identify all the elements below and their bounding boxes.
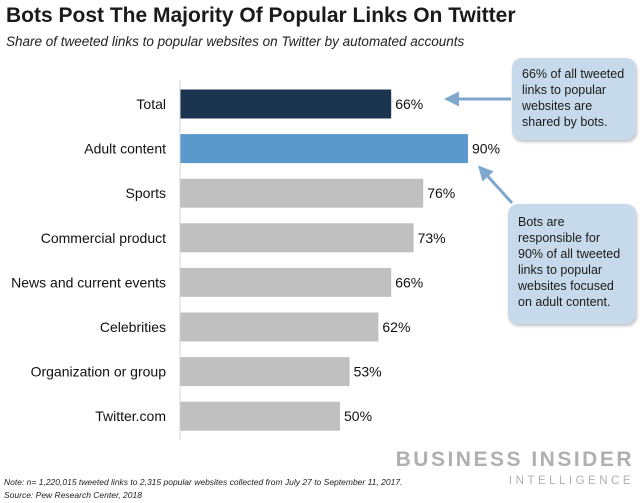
value-label-celebrities: 62% — [382, 319, 410, 335]
callout-total: 66% of all tweeted links to popular webs… — [512, 58, 636, 140]
bar-celebrities — [180, 312, 379, 342]
callout-adult-content: Bots are responsible for 90% of all twee… — [508, 204, 636, 324]
category-label-sports: Sports — [126, 185, 166, 201]
value-label-adult-content: 90% — [472, 141, 500, 157]
bar-adult-content — [180, 134, 468, 164]
value-label-news-and-current-events: 66% — [395, 274, 423, 290]
chart-subtitle: Share of tweeted links to popular websit… — [6, 34, 465, 49]
category-label-organization-or-group: Organization or group — [31, 364, 167, 380]
value-label-sports: 76% — [427, 185, 455, 201]
bar-twitter-com — [180, 401, 340, 431]
bar-organization-or-group — [180, 357, 350, 387]
category-label-adult-content: Adult content — [84, 141, 166, 157]
footnote-note: Note: n= 1,220,015 tweeted links to 2,31… — [4, 477, 403, 487]
category-label-twitter-com: Twitter.com — [95, 408, 166, 424]
category-label-total: Total — [136, 96, 166, 112]
value-label-twitter-com: 50% — [344, 408, 372, 424]
value-label-organization-or-group: 53% — [354, 364, 382, 380]
bar-commercial-product — [180, 223, 414, 253]
footnote-source: Source: Pew Research Center, 2018 — [4, 490, 142, 500]
category-label-commercial-product: Commercial product — [41, 230, 166, 246]
arrow-to-adult-content — [477, 165, 514, 205]
category-label-celebrities: Celebrities — [100, 319, 166, 335]
category-label-news-and-current-events: News and current events — [11, 274, 166, 290]
value-label-commercial-product: 73% — [418, 230, 446, 246]
brand-logo-business-insider: BUSINESS INSIDER — [395, 448, 634, 471]
bar-news-and-current-events — [180, 267, 392, 297]
bar-total — [180, 89, 392, 119]
chart-title: Bots Post The Majority Of Popular Links … — [6, 4, 516, 27]
brand-logo-intelligence: INTELLIGENCE — [508, 475, 634, 487]
value-label-total: 66% — [395, 96, 423, 112]
bar-sports — [180, 178, 424, 208]
